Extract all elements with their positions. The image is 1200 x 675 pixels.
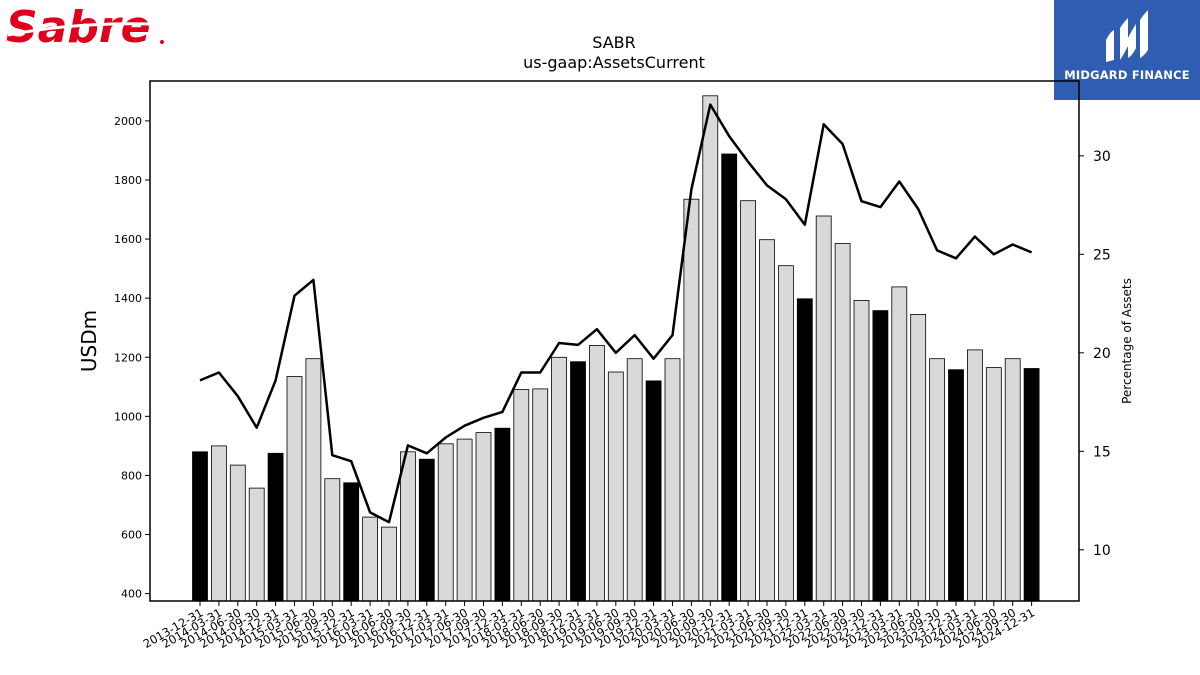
left-axis: 400 600 800 1000 1200 1400 1600 1800 2000 xyxy=(114,115,150,601)
y-tick-label: 400 xyxy=(121,588,142,601)
percentage-line xyxy=(199,103,1033,524)
bar xyxy=(929,358,945,602)
y2-tick-label: 25 xyxy=(1093,247,1111,263)
bar xyxy=(399,451,416,602)
y-tick-label: 800 xyxy=(121,469,142,482)
x-axis: 2013-12-312014-03-312014-06-302014-09-30… xyxy=(141,601,1037,651)
y2-tick-label: 20 xyxy=(1093,346,1111,362)
y2-tick-label: 30 xyxy=(1093,149,1111,165)
line-series xyxy=(199,103,1033,524)
y-tick-label: 2000 xyxy=(114,115,142,128)
bar xyxy=(418,458,435,602)
bar xyxy=(192,451,208,602)
bar xyxy=(626,358,643,602)
y-tick-label: 1000 xyxy=(114,410,142,423)
y-tick-label: 1800 xyxy=(114,174,142,187)
right-axis: 10 15 20 25 30 xyxy=(1079,149,1111,559)
y2-tick-label: 15 xyxy=(1093,444,1111,460)
bar xyxy=(702,95,719,602)
bar-series xyxy=(192,95,1040,602)
plot-frame xyxy=(149,80,1080,602)
bar xyxy=(570,361,586,602)
bar xyxy=(305,358,322,602)
bar xyxy=(248,487,265,602)
bar xyxy=(721,153,738,602)
bar xyxy=(229,464,246,602)
y-tick-label: 1600 xyxy=(114,233,142,246)
y-axis-label: USDm xyxy=(77,310,101,372)
y-tick-label: 600 xyxy=(121,529,142,542)
sabre-logo: Sabre xyxy=(6,2,164,50)
bar xyxy=(872,310,889,602)
bar xyxy=(267,452,284,602)
bar xyxy=(494,427,511,602)
bar xyxy=(513,389,530,602)
y2-axis-label: Percentage of Assets xyxy=(1120,278,1134,404)
bar xyxy=(437,443,454,602)
bar xyxy=(985,367,1002,602)
bar xyxy=(1023,368,1040,602)
chart-title: SABR xyxy=(592,33,636,52)
midgard-logo-text: MIDGARD FINANCE xyxy=(1064,68,1190,82)
bar xyxy=(891,286,908,602)
bar xyxy=(1004,358,1021,602)
bar xyxy=(343,482,360,602)
y-tick-label: 1400 xyxy=(114,292,142,305)
bar xyxy=(210,445,227,602)
chart-subtitle: us-gaap:AssetsCurrent xyxy=(523,53,705,72)
bar xyxy=(796,298,813,602)
midgard-emblem-icon xyxy=(1106,10,1148,62)
bar xyxy=(853,300,870,602)
bar xyxy=(475,432,492,602)
bar xyxy=(759,239,775,602)
bar xyxy=(362,516,379,602)
bar xyxy=(664,358,681,602)
bar xyxy=(778,265,794,602)
bar xyxy=(324,478,341,602)
bar xyxy=(834,243,851,602)
bar xyxy=(740,200,756,602)
bar xyxy=(381,526,397,602)
bar xyxy=(286,376,303,602)
y2-tick-label: 10 xyxy=(1093,543,1111,559)
bar xyxy=(910,313,927,602)
bar xyxy=(683,198,700,602)
bar xyxy=(967,349,983,602)
bar xyxy=(815,215,832,602)
y-tick-label: 1200 xyxy=(114,351,142,364)
bar xyxy=(456,438,473,602)
bar xyxy=(532,388,549,602)
bar xyxy=(589,344,605,602)
bar xyxy=(607,371,624,602)
bar xyxy=(948,369,964,602)
bar xyxy=(645,380,662,602)
bar xyxy=(551,356,567,602)
